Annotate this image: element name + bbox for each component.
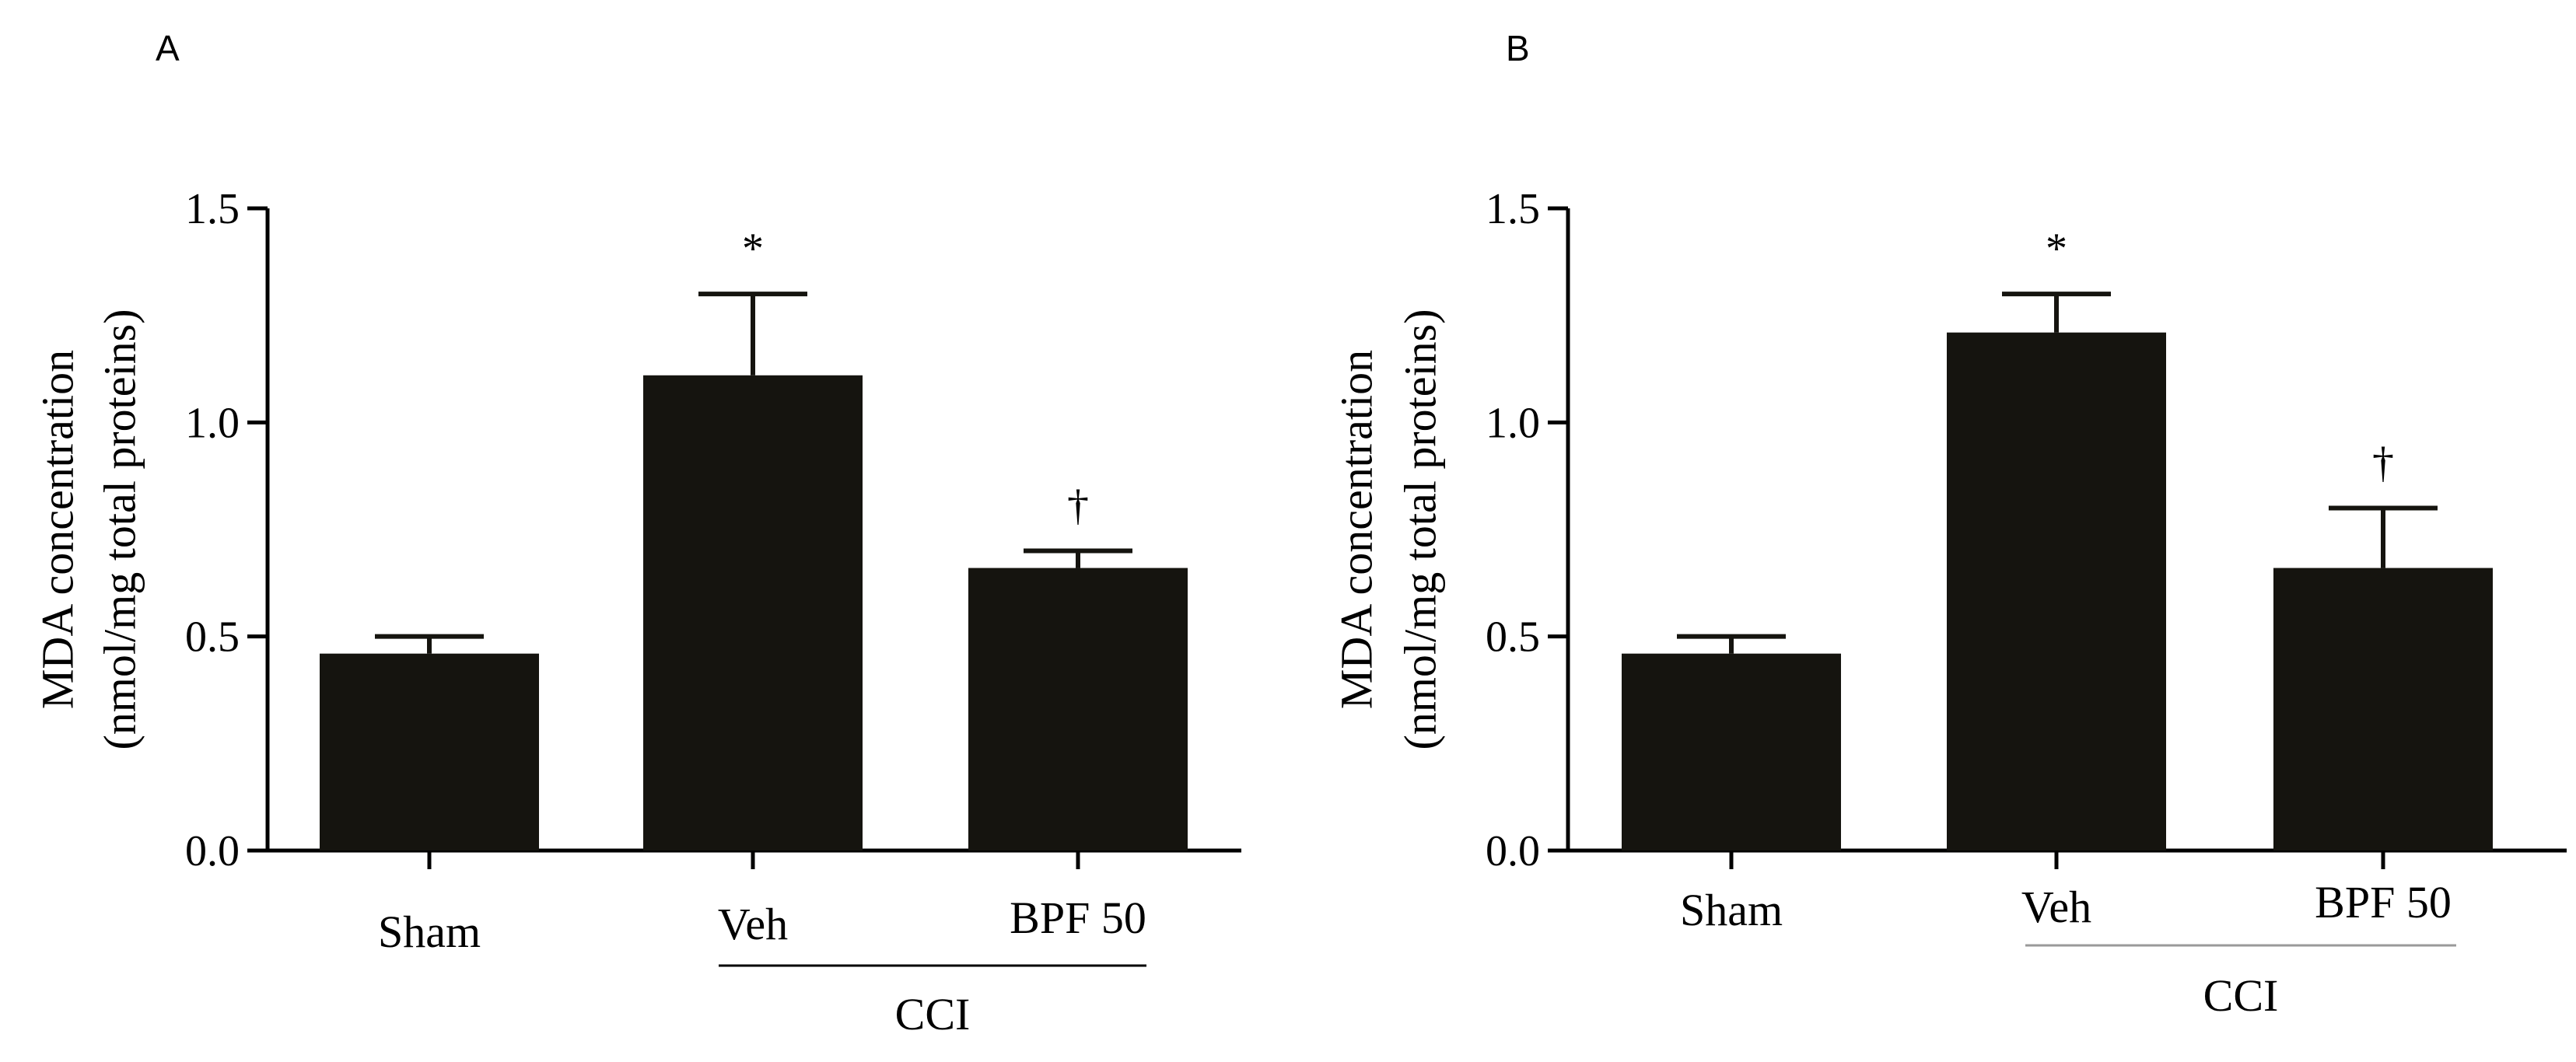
bars xyxy=(1622,292,2493,851)
group-label: CCI xyxy=(895,989,971,1039)
significance-mark: † xyxy=(1067,482,1089,530)
y-tick-label: 1.0 xyxy=(185,399,240,447)
bars xyxy=(320,292,1188,851)
bar xyxy=(2273,568,2493,851)
panel-a: A MDA concentration (nmol/mg total prote… xyxy=(32,28,1241,1039)
group-label: CCI xyxy=(2203,970,2279,1021)
y-tick-label: 0.5 xyxy=(1486,613,1540,662)
y-tick-label: 0.5 xyxy=(185,613,240,662)
y-axis-label-line2: (nmol/mg total proteins) xyxy=(94,309,145,749)
x-category-label: Veh xyxy=(718,899,788,949)
y-tick-label: 1.5 xyxy=(185,185,240,233)
significance-mark: † xyxy=(2372,438,2394,487)
bar xyxy=(968,568,1188,851)
y-tick-label: 1.5 xyxy=(1486,185,1540,233)
x-category-label: BPF 50 xyxy=(2315,877,2452,928)
y-tick-label: 0.0 xyxy=(185,827,240,875)
bar xyxy=(1622,653,1841,851)
panel-letter: A xyxy=(156,28,180,68)
significance-mark: * xyxy=(742,225,764,273)
labels: MDA concentration (nmol/mg total protein… xyxy=(32,185,1146,1039)
y-tick-label: 1.0 xyxy=(1486,399,1540,447)
labels: MDA concentration (nmol/mg total protein… xyxy=(1331,185,2456,1021)
y-axis-label-line1: MDA concentration xyxy=(1331,350,1381,709)
x-category-label: BPF 50 xyxy=(1010,893,1146,943)
x-category-label: Veh xyxy=(2021,882,2091,932)
bar xyxy=(320,653,539,851)
bar xyxy=(1947,332,2166,851)
significance-mark: * xyxy=(2046,225,2067,273)
panel-b: B MDA concentration (nmol/mg total prote… xyxy=(1331,28,2567,1021)
y-axis-label-line1: MDA concentration xyxy=(32,350,82,709)
x-category-label: Sham xyxy=(378,907,481,957)
y-axis-label-line2: (nmol/mg total proteins) xyxy=(1395,309,1445,749)
y-tick-label: 0.0 xyxy=(1486,827,1540,875)
x-category-label: Sham xyxy=(1680,885,1783,935)
bar xyxy=(643,375,863,851)
panel-letter: B xyxy=(1506,28,1530,68)
